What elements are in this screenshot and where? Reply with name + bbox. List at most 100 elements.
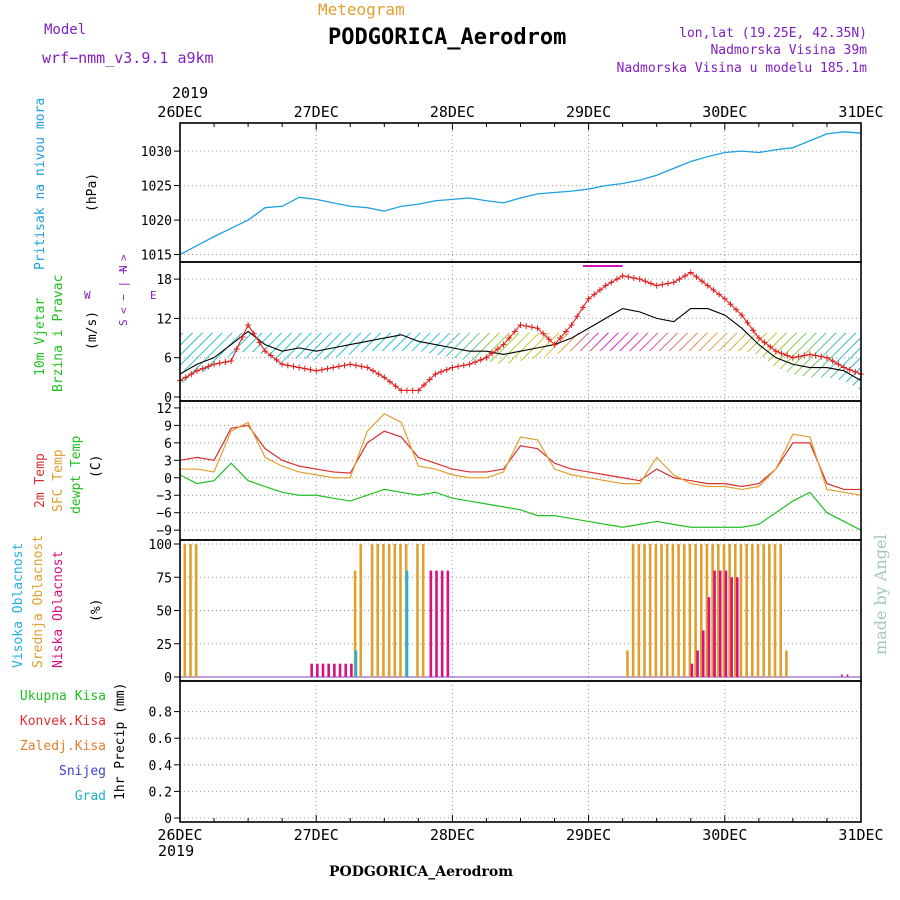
- wind-speed-marker: [460, 362, 467, 369]
- day-label-bottom: 28DEC: [430, 826, 475, 844]
- dewpoint-line: [179, 462, 862, 531]
- wind-speed-marker: [313, 367, 320, 374]
- wind-speed-marker: [404, 387, 410, 394]
- wind-speed-marker: [642, 278, 649, 285]
- y-tick-label: −3: [156, 489, 172, 504]
- day-label-top: 29DEC: [566, 103, 611, 121]
- wind-speed-marker: [205, 363, 212, 370]
- wind-speed-marker: [540, 330, 547, 337]
- compass-w-label: W: [84, 289, 91, 302]
- wind-speed-marker: [528, 324, 535, 331]
- cloud-mid-label: Srednja Oblacnost: [31, 535, 46, 668]
- cloud-mid-bar: [705, 544, 709, 677]
- wind-direction-band: [180, 265, 861, 391]
- pressure-name-label: Pritisak na nivou mora: [33, 98, 48, 270]
- wind-speed-line: [179, 271, 862, 392]
- cloud-mid-bar: [768, 544, 771, 677]
- y-tick-label: 0.2: [149, 785, 172, 800]
- precip-conv-label: Konvek.Kisa: [20, 714, 106, 729]
- cloud-mid-bar: [671, 544, 675, 677]
- wind-speed-marker: [704, 282, 711, 289]
- pressure-line: [179, 131, 862, 256]
- y-tick-label: 1025: [141, 180, 172, 195]
- cloud-mid-bar: [654, 544, 658, 677]
- wind-speed-marker: [721, 295, 728, 302]
- wind-speed-marker: [506, 335, 513, 342]
- wind-speed-marker: [574, 313, 581, 320]
- y-tick-label: 0.4: [149, 759, 173, 774]
- wind-speed-marker: [744, 319, 751, 326]
- wind-gust-line: [179, 307, 862, 382]
- precip-unit-label: 1hr Precip (mm): [113, 683, 128, 800]
- panel-frame-wind: [179, 261, 862, 402]
- cloud-low-bar: [310, 663, 313, 677]
- panel-pressure: 1015 1020 1025 1030: [141, 123, 862, 264]
- wind-speed-marker: [421, 381, 428, 388]
- y-tick-label: −6: [156, 507, 172, 522]
- wind-speed-marker: [846, 366, 853, 373]
- wind-speed-marker: [682, 272, 689, 279]
- cloud-mid-bar: [739, 544, 743, 677]
- temp-2m-line: [179, 424, 861, 491]
- wind-speed-marker: [585, 295, 592, 302]
- wind-speed-marker: [545, 336, 552, 343]
- wind-speed-marker: [591, 291, 598, 298]
- cloud-low-bar: [735, 577, 739, 677]
- wind-speed-marker: [188, 371, 195, 378]
- cloud-low-bar: [701, 630, 705, 677]
- wind-speed-marker: [301, 365, 308, 372]
- cloud-mid-bar: [194, 544, 198, 677]
- wind-speed-marker: [795, 353, 802, 360]
- day-labels-bottom: 26DEC 27DEC 28DEC 29DEC 30DEC 31DEC: [157, 826, 883, 844]
- cloud-mid-bar: [756, 544, 760, 677]
- wind-speed-marker: [619, 272, 626, 279]
- cloud-low-bar: [841, 674, 843, 677]
- wind-speed-marker: [636, 276, 643, 283]
- cloud-mid-bar: [699, 544, 703, 677]
- cloud-low-label: Niska Oblacnost: [51, 551, 66, 668]
- wind-speed-marker: [466, 361, 473, 368]
- wind-speed-marker: [341, 362, 348, 369]
- cloud-low-bar: [846, 674, 849, 677]
- wind-name1-label: 10m Vjetar: [33, 298, 48, 376]
- y-tick-label: 0.8: [149, 706, 172, 721]
- wind-speed-marker: [772, 348, 779, 355]
- wind-speed-marker: [392, 383, 399, 390]
- wind-speed-marker: [494, 345, 501, 352]
- wind-speed-marker: [352, 362, 359, 369]
- wind-speed-marker: [767, 343, 774, 350]
- panel-precip: 0 0.2 0.4 0.6 0.8: [149, 681, 861, 827]
- wind-speed-marker: [347, 361, 354, 368]
- y-tick-label: 0: [164, 391, 172, 406]
- y-tick-label: 75: [156, 571, 172, 586]
- wind-speed-marker: [386, 378, 393, 385]
- wind-speed-marker: [279, 361, 286, 368]
- precip-snow-label: Snijeg: [59, 764, 106, 779]
- y-tick-label: 0.6: [149, 732, 172, 747]
- y-tick-label: 6: [164, 437, 172, 452]
- wind-speed-marker: [409, 387, 416, 394]
- wind-speed-marker: [216, 360, 223, 367]
- day-labels-top: 26DEC 27DEC 28DEC 29DEC 30DEC 31DEC: [157, 103, 883, 121]
- cloud-low-bar: [713, 570, 716, 677]
- cloud-mid-bar: [779, 544, 782, 677]
- wind-speed-marker: [472, 359, 479, 366]
- wind-speed-marker: [318, 366, 325, 373]
- y-tick-label: 50: [156, 605, 172, 620]
- y-tick-label: 1030: [141, 145, 172, 160]
- wind-speed-marker: [222, 359, 229, 366]
- wind-speed-marker: [659, 281, 666, 288]
- wind-speed-marker: [489, 350, 496, 357]
- wind-speed-marker: [194, 367, 201, 374]
- wind-speed-marker: [449, 364, 456, 371]
- wind-speed-marker: [613, 276, 620, 283]
- temp-unit-label: (C): [89, 455, 104, 478]
- wind-speed-marker: [398, 387, 405, 394]
- panels-group: 1015102010251030061218−9−6−3036912025507…: [141, 122, 864, 827]
- cloud-mid-bar: [370, 544, 374, 677]
- year-top: 2019: [172, 84, 208, 102]
- wind-speed-marker: [727, 301, 734, 308]
- wind-speed-marker: [602, 282, 609, 289]
- y-tick-label: 9: [164, 419, 172, 434]
- cloud-low-bar: [321, 663, 325, 677]
